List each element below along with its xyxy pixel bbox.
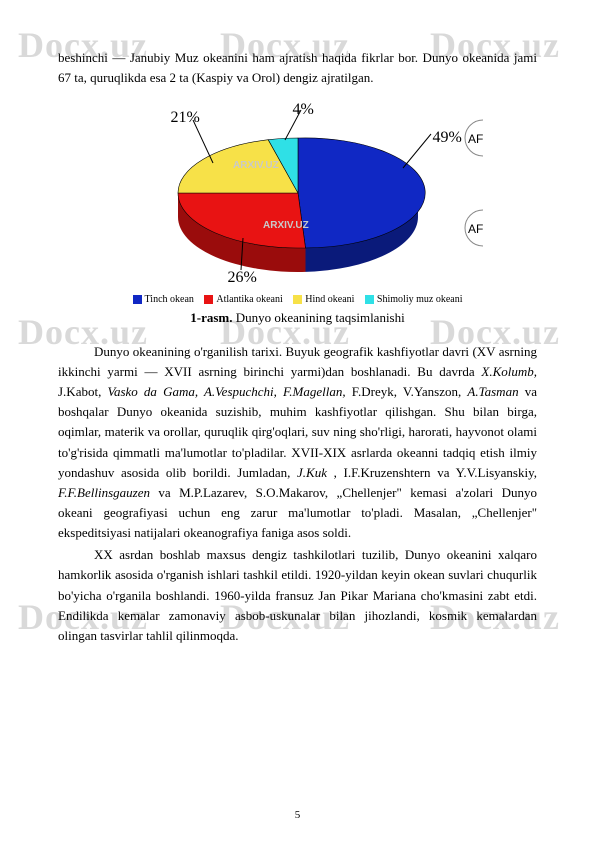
p2-italic: F.F.Bellinsgauzen <box>58 485 150 500</box>
paragraph-3: XX asrdan boshlab maxsus dengiz tashkilo… <box>58 545 537 646</box>
caption-bold: 1-rasm. <box>190 310 232 325</box>
af-badge-top: AF <box>465 120 483 156</box>
legend-label: Hind okeani <box>305 294 354 305</box>
paragraph-2: Dunyo okeanining o'rganilish tarixi. Buy… <box>58 342 537 543</box>
swatch <box>204 295 213 304</box>
legend-label: Shimoliy muz okeani <box>377 294 463 305</box>
svg-text:AF: AF <box>468 132 483 146</box>
p2-italic: J.Kuk <box>297 465 327 480</box>
swatch <box>133 295 142 304</box>
chart-legend: Tinch okean Atlantika okeani Hind okeani… <box>113 292 483 308</box>
leader-49 <box>403 134 431 168</box>
swatch <box>365 295 374 304</box>
p2-italic: Vasko da Gama, A.Vespuchchi, F.Magellan, <box>107 384 345 399</box>
legend-item: Atlantika okeani <box>204 292 282 308</box>
p2-italic: A.Tasman <box>467 384 518 399</box>
p2-seg: F.Dreyk, V.Yanszon, <box>352 384 468 399</box>
swatch <box>293 295 302 304</box>
pct-49: 49% <box>433 126 462 151</box>
p2-italic: X.Kolumb, <box>481 364 537 379</box>
page-number: 5 <box>0 807 595 824</box>
p2-seg: Dunyo okeanining o'rganilish tarixi. Buy… <box>58 344 537 379</box>
legend-item: Hind okeani <box>293 292 354 308</box>
pie-svg: AF AF ARXIV.UZ ARXIV.UZ <box>113 98 483 288</box>
af-badge-bottom: AF <box>465 210 483 246</box>
p2-seg: , I.F.Kruzenshtern va Y.V.Lisyanskiy, <box>334 465 537 480</box>
chart-caption: 1-rasm. Dunyo okeanining taqsimlanishi <box>113 308 483 328</box>
pct-21: 21% <box>171 106 200 131</box>
page-content: beshinchi — Janubiy Muz okeanini ham ajr… <box>58 48 537 646</box>
legend-item: Shimoliy muz okeani <box>365 292 463 308</box>
legend-item: Tinch okean <box>133 292 194 308</box>
paragraph-1: beshinchi — Janubiy Muz okeanini ham ajr… <box>58 48 537 88</box>
legend-label: Atlantika okeani <box>216 294 282 305</box>
p2-seg: J.Kabot, <box>58 384 107 399</box>
pie-chart-canvas: AF AF ARXIV.UZ ARXIV.UZ 4% 49% 21% 26% <box>113 98 483 288</box>
pct-26: 26% <box>228 266 257 291</box>
arxiv-overlay-2: ARXIV.UZ <box>263 220 309 231</box>
svg-text:AF: AF <box>468 222 483 236</box>
caption-rest: Dunyo okeanining taqsimlanishi <box>233 310 405 325</box>
pie-chart: AF AF ARXIV.UZ ARXIV.UZ 4% 49% 21% 26% T… <box>113 98 483 328</box>
pct-4: 4% <box>293 98 314 123</box>
arxiv-overlay-1: ARXIV.UZ <box>233 160 279 171</box>
legend-label: Tinch okean <box>145 294 194 305</box>
